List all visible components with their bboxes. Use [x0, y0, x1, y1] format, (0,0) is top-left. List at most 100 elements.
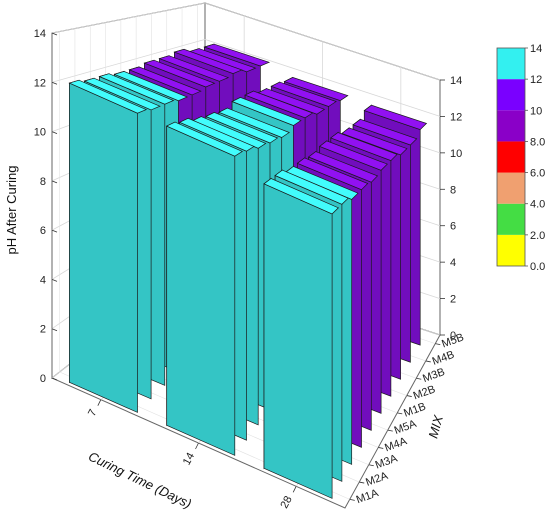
colorbar-segment — [497, 203, 525, 235]
z-tick-label: 14 — [34, 28, 46, 40]
bar-top-face — [307, 151, 379, 183]
y-tick-label: M1B — [402, 401, 427, 420]
y-tick — [416, 377, 422, 380]
y-tick-label: M5A — [393, 418, 419, 437]
z-tick-label: 0 — [40, 373, 46, 385]
colorbar-label: 6.0 — [530, 168, 545, 180]
colorbar-segment — [497, 172, 525, 204]
bar-top-face — [83, 77, 161, 111]
y-tick — [378, 447, 384, 449]
colorbar: 0.0 2.0 4.0 6.0 8.0 10 12 14 — [496, 43, 545, 273]
bar-top-face — [352, 118, 418, 146]
colorbar-label: 14 — [530, 43, 542, 55]
z-right-tick-label: 2 — [450, 294, 456, 306]
z-right-tick-label: 4 — [450, 257, 456, 269]
z-tick — [51, 32, 58, 36]
y-tick-label: M5B — [440, 331, 465, 350]
colorbar-label: 12 — [530, 74, 542, 86]
colorbar-segment — [497, 141, 525, 173]
z-tick-label: 2 — [40, 324, 46, 336]
colorbar-segment — [497, 48, 525, 80]
z-tick-label: 8 — [40, 176, 46, 188]
y-tick — [387, 429, 393, 432]
bar-top-face — [113, 71, 189, 102]
bar-28-M1A — [263, 177, 340, 499]
colorbar-segment — [497, 110, 525, 142]
z-tick-label: 4 — [40, 274, 46, 286]
bar-top-face — [205, 112, 279, 144]
z-tick — [51, 328, 58, 332]
bar-top-face — [98, 73, 175, 105]
y-tick-label: M4B — [431, 349, 456, 368]
z-right-tick-label: 10 — [450, 148, 462, 160]
y-tick-label: M2A — [364, 470, 390, 489]
x-tick-label: 28 — [278, 494, 294, 510]
x-tick-label: 7 — [86, 407, 99, 418]
colorbar-label: 8.0 — [530, 136, 545, 148]
bar-7-M1A — [68, 79, 148, 413]
z-right-tick-label: 6 — [450, 221, 456, 233]
z-tick — [51, 81, 58, 85]
bar-top-face — [231, 97, 302, 126]
z-tick-label: 12 — [34, 77, 46, 89]
colorbar-segment — [497, 234, 525, 266]
y-tick — [435, 343, 441, 346]
z-gridline — [51, 38, 441, 117]
z-tick — [51, 377, 58, 381]
bar-top-face — [283, 77, 349, 101]
bar-top-face — [218, 107, 290, 138]
colorbar-label: 10 — [530, 105, 542, 117]
z-tick — [51, 229, 58, 233]
colorbar-segment — [497, 79, 525, 111]
x-tick-label: 14 — [181, 451, 197, 467]
bar-top-face — [128, 66, 202, 96]
y-tick — [425, 360, 431, 363]
z-right-tick-label: 14 — [450, 75, 462, 87]
y-tick-label: M3A — [374, 452, 400, 471]
bar-top-face — [158, 55, 230, 82]
bar-front-face — [166, 125, 236, 456]
z-tick — [51, 131, 58, 134]
bar-top-face — [263, 178, 340, 215]
colorbar-label: 4.0 — [530, 199, 545, 211]
z-gridline — [51, 2, 441, 81]
z-tick-label: 10 — [34, 127, 46, 139]
y-axis-title: MIX — [425, 412, 446, 439]
bar-top-face — [68, 79, 148, 114]
z-right-tick-label: 8 — [450, 184, 456, 196]
z-tick — [51, 180, 58, 184]
z-axis-title: pH After Curing — [4, 166, 19, 255]
y-tick — [349, 498, 355, 501]
chart-bars — [68, 43, 428, 499]
bar-top-face — [203, 43, 271, 67]
x-tick — [292, 486, 297, 493]
bar-top-face — [341, 127, 408, 156]
y-tick-label: M1A — [355, 487, 381, 506]
colorbar-label: 0.0 — [530, 261, 545, 273]
bar-top-face — [165, 121, 244, 157]
y-tick — [368, 464, 374, 467]
bar-top-face — [318, 140, 388, 171]
y-tick-label: M3B — [421, 366, 446, 385]
bar-14-M1A — [165, 121, 244, 456]
bar-top-face — [363, 104, 428, 131]
y-tick — [359, 481, 365, 484]
bar-top-face — [143, 59, 216, 88]
y-tick-label: M4A — [383, 435, 409, 454]
z-tick-label: 6 — [40, 225, 46, 237]
bar-top-face — [244, 90, 314, 119]
z-right-tick-label: 12 — [450, 111, 462, 123]
bar-top-face — [330, 132, 398, 162]
x-axis-title: Curing Time (Days) — [86, 449, 194, 512]
bar-top-face — [270, 81, 337, 107]
bar-front-face — [263, 183, 333, 499]
x-tick — [97, 399, 102, 406]
bar-top-face — [178, 117, 255, 152]
bar-top-face — [296, 157, 369, 191]
x-tick — [195, 442, 199, 450]
bar-front-face — [69, 82, 138, 413]
y-tick — [397, 412, 403, 415]
z-right-tick-label: 0 — [450, 330, 456, 342]
